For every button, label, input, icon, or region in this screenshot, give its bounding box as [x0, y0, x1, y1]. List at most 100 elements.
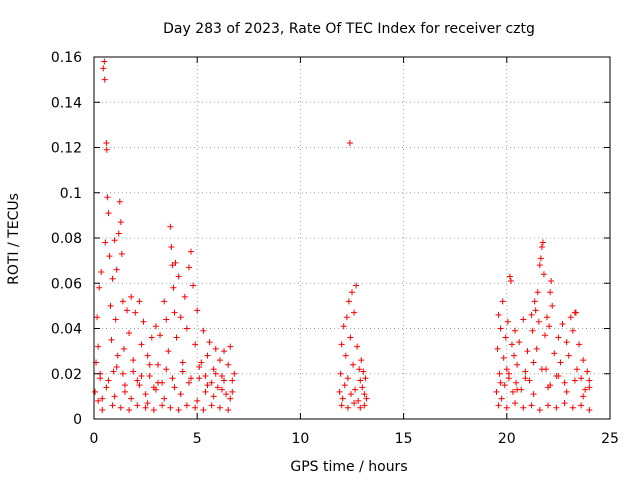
data-point [194, 307, 201, 314]
data-point [507, 277, 514, 284]
data-point [95, 397, 102, 404]
data-point [225, 361, 232, 368]
data-point [103, 146, 110, 153]
data-point [513, 379, 520, 386]
data-point [142, 391, 149, 398]
data-point [524, 348, 531, 355]
data-point [138, 341, 145, 348]
data-point [352, 386, 359, 393]
data-point [175, 406, 182, 413]
data-point [136, 382, 143, 389]
data-point [200, 406, 207, 413]
data-point [514, 386, 521, 393]
data-point [526, 377, 533, 384]
data-point [216, 357, 223, 364]
data-point [499, 298, 506, 305]
data-point [532, 307, 539, 314]
data-point [109, 402, 116, 409]
data-point [117, 404, 124, 411]
data-point [227, 395, 234, 402]
data-point [144, 352, 151, 359]
data-point [152, 323, 159, 330]
data-point [528, 311, 535, 318]
data-point [99, 395, 106, 402]
data-point [586, 384, 593, 391]
data-point [231, 370, 238, 377]
data-point [212, 345, 219, 352]
data-point [530, 359, 537, 366]
x-tick-label: 5 [193, 431, 202, 447]
data-point [146, 373, 153, 380]
data-point [547, 382, 554, 389]
x-tick-label: 15 [395, 431, 413, 447]
data-point [497, 379, 504, 386]
data-point [167, 223, 174, 230]
data-point [520, 316, 527, 323]
data-point [555, 373, 562, 380]
data-point [210, 393, 217, 400]
data-point [584, 368, 591, 375]
data-point [194, 397, 201, 404]
grid-lines [94, 57, 610, 419]
data-point [206, 339, 213, 346]
data-point [134, 377, 141, 384]
data-point [188, 248, 195, 255]
data-point [511, 352, 518, 359]
data-point [229, 377, 236, 384]
data-point [108, 336, 115, 343]
data-point [508, 341, 515, 348]
data-point [342, 352, 349, 359]
data-point [110, 368, 117, 375]
data-point [157, 332, 164, 339]
data-point [580, 357, 587, 364]
y-tick-label: 0.06 [51, 276, 82, 292]
data-point [152, 386, 159, 393]
data-point [221, 348, 228, 355]
data-point [204, 382, 211, 389]
data-point [169, 262, 176, 269]
data-point [128, 293, 135, 300]
data-point [338, 341, 345, 348]
data-point [105, 210, 112, 217]
data-point [218, 373, 225, 380]
data-point [497, 325, 504, 332]
data-point [111, 237, 118, 244]
data-point [351, 400, 358, 407]
y-tick-label: 0.02 [51, 367, 82, 383]
data-point [539, 239, 546, 246]
data-point [208, 402, 215, 409]
data-point [338, 402, 345, 409]
data-point [212, 370, 219, 377]
data-point [107, 302, 114, 309]
data-point [175, 273, 182, 280]
data-point [140, 318, 147, 325]
data-point [172, 259, 179, 266]
data-point [561, 379, 568, 386]
data-point [533, 345, 540, 352]
y-tick-label: 0.14 [51, 95, 82, 111]
data-point [557, 359, 564, 366]
data-point [188, 375, 195, 382]
data-point [578, 375, 585, 382]
data-point [98, 268, 105, 275]
data-point [223, 391, 230, 398]
data-point [208, 379, 215, 386]
data-point [115, 230, 122, 237]
data-point [571, 377, 578, 384]
data-point [101, 58, 108, 65]
y-tick-label: 0.04 [51, 322, 82, 338]
data-point [190, 282, 197, 289]
y-tick-label: 0.16 [51, 50, 82, 66]
data-point [192, 341, 199, 348]
data-point [337, 370, 344, 377]
data-point [204, 352, 211, 359]
data-point [121, 388, 128, 395]
data-point [161, 298, 168, 305]
data-point [582, 386, 589, 393]
y-axis-title: ROTI / TECUs [6, 193, 22, 285]
data-point [216, 404, 223, 411]
data-point [192, 404, 199, 411]
data-point [549, 302, 556, 309]
data-points [92, 58, 593, 413]
